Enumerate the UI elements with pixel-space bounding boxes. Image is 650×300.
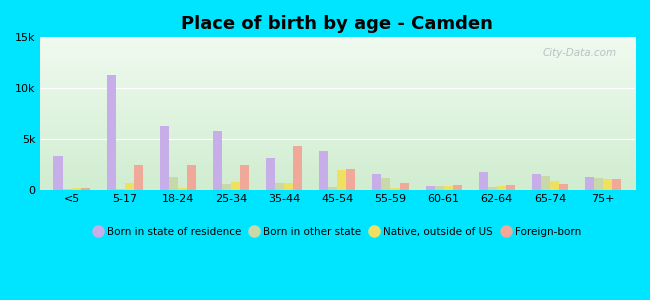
Bar (72, 188, 81, 190)
Bar (444, 186, 452, 190)
Bar (372, 174, 382, 190)
Bar (319, 151, 328, 190)
Bar (346, 169, 356, 190)
Bar (559, 184, 568, 190)
Bar (452, 184, 462, 190)
Bar (532, 174, 541, 190)
Bar (116, 189, 125, 190)
Bar (328, 187, 337, 190)
Legend: Born in state of residence, Born in other state, Native, outside of US, Foreign-: Born in state of residence, Born in othe… (89, 222, 586, 241)
Title: Place of birth by age - Camden: Place of birth by age - Camden (181, 15, 493, 33)
Bar (293, 146, 302, 190)
Bar (160, 126, 169, 190)
Bar (382, 178, 391, 190)
Bar (62, 189, 72, 190)
Bar (125, 182, 134, 190)
Bar (222, 184, 231, 190)
Bar (478, 172, 488, 190)
Bar (603, 179, 612, 190)
Bar (594, 178, 603, 190)
Bar (266, 158, 275, 190)
Bar (337, 170, 346, 190)
Bar (541, 176, 550, 190)
Bar (169, 178, 178, 190)
Bar (435, 186, 444, 190)
Bar (134, 165, 143, 190)
Bar (187, 165, 196, 190)
Bar (231, 182, 240, 190)
Bar (391, 188, 400, 190)
Text: City-Data.com: City-Data.com (543, 48, 617, 58)
Bar (178, 188, 187, 190)
Bar (240, 165, 249, 190)
Bar (426, 186, 435, 190)
Bar (107, 75, 116, 190)
Bar (488, 187, 497, 190)
Bar (585, 178, 594, 190)
Bar (497, 186, 506, 190)
Bar (213, 131, 222, 190)
Bar (53, 156, 62, 190)
Bar (550, 181, 559, 190)
Bar (506, 184, 515, 190)
Bar (400, 182, 409, 190)
Bar (81, 188, 90, 190)
Bar (275, 182, 284, 190)
Bar (284, 182, 293, 190)
Bar (612, 179, 621, 190)
